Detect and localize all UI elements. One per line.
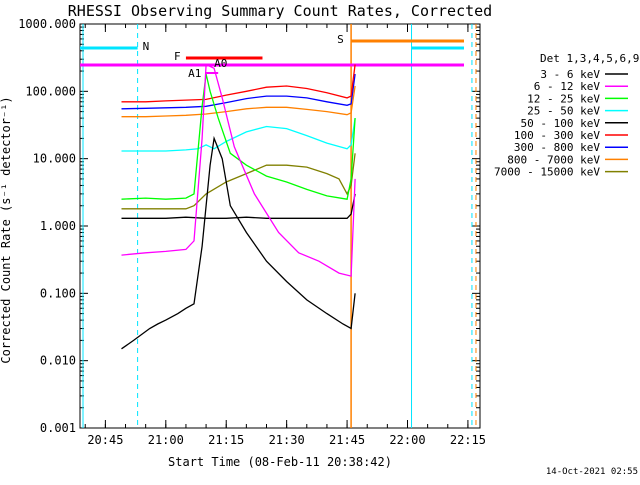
legend-entry-label: 6 - 12 keV (534, 80, 601, 93)
legend-entry-label: 7000 - 15000 keV (494, 166, 600, 179)
series-line-3 (121, 118, 356, 152)
legend-entry-label: 3 - 6 keV (540, 68, 600, 81)
flare-flag-label: F (174, 50, 181, 63)
series-line-1 (121, 63, 356, 277)
legend-entry-label: 50 - 100 keV (521, 117, 601, 130)
attenuator-a1-label: A1 (188, 67, 201, 80)
x-tick-label: 20:45 (87, 433, 123, 447)
chart-title: RHESSI Observing Summary Count Rates, Co… (68, 2, 492, 20)
series-line-4 (121, 193, 356, 219)
plot-frame (79, 23, 481, 429)
legend-title: Det 1,3,4,5,6,9 (540, 52, 639, 65)
night-flag-label: N (143, 40, 150, 53)
saa-flag-label: S (337, 33, 344, 46)
series-line-7 (121, 85, 356, 118)
timestamp: 14-Oct-2021 02:55 (546, 467, 638, 477)
series-line-0 (121, 135, 356, 350)
y-tick-label: 1.000 (40, 219, 76, 233)
y-tick-label: 0.100 (40, 286, 76, 300)
x-tick-label: 21:00 (148, 433, 184, 447)
y-axis-label: Corrected Count Rate (s⁻¹ detector⁻¹) (0, 96, 13, 363)
x-axis-label: Start Time (08-Feb-11 20:38:42) (168, 455, 392, 469)
x-tick-label: 21:45 (329, 433, 365, 447)
legend-entry-label: 25 - 50 keV (527, 105, 600, 118)
legend-entry-label: 300 - 800 keV (514, 141, 600, 154)
x-tick-label: 21:30 (269, 433, 305, 447)
y-tick-label: 10.000 (33, 152, 76, 166)
legend-entry-label: 100 - 300 keV (514, 129, 600, 142)
y-tick-label: 1000.000 (18, 17, 76, 31)
y-tick-label: 0.001 (40, 421, 76, 435)
y-tick-label: 0.010 (40, 354, 76, 368)
attenuator-a0-label: A0 (214, 57, 227, 70)
y-tick-label: 100.000 (25, 84, 76, 98)
x-tick-label: 21:15 (208, 433, 244, 447)
legend-entry-label: 800 - 7000 keV (507, 153, 600, 166)
series-line-2 (121, 73, 356, 200)
x-tick-label: 22:15 (450, 433, 486, 447)
series-line-6 (121, 74, 356, 110)
plot-area: 0.001 0.010 0.100 1.000 10.000 100.000 1000.00… (18, 17, 628, 447)
legend-entry-label: 12 - 25 keV (527, 92, 600, 105)
x-tick-label: 22:00 (389, 433, 425, 447)
series-line-8 (121, 153, 356, 210)
series-line-5 (121, 64, 356, 103)
